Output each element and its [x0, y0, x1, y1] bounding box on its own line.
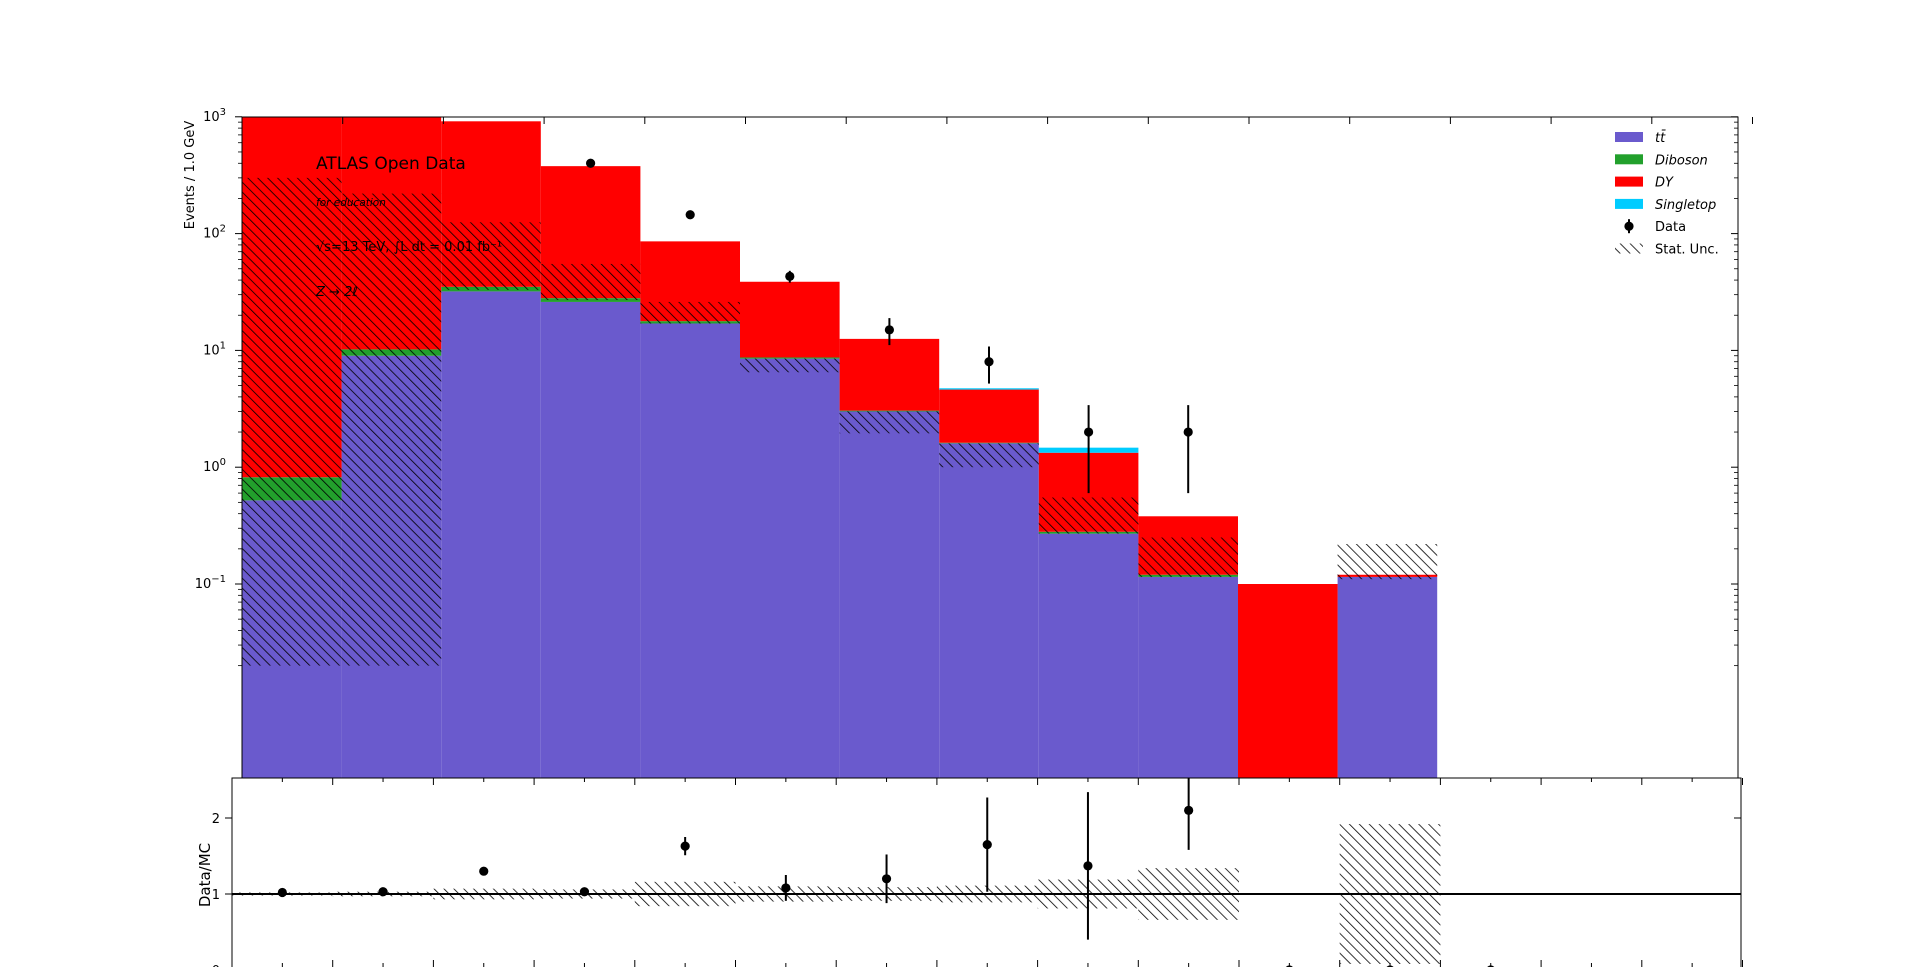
stat-unc-hatch-7 — [939, 443, 1039, 468]
main-panel: 10−1 100 101 102 103 Events / 1.0 GeV ATLAS … — [183, 20, 1753, 779]
legend-diboson-swatch — [1615, 154, 1643, 165]
stat-unc-hatch-2 — [441, 222, 541, 290]
bar-diboson-7 — [939, 442, 1039, 444]
legend-tt-label: tt̄ — [1655, 131, 1666, 146]
ratio-point-1 — [378, 887, 388, 897]
stat-unc-hatch-3 — [540, 263, 641, 301]
bar-tt-5 — [740, 358, 840, 778]
legend-data-label: Data — [1655, 220, 1686, 235]
bar-tt-11 — [1337, 576, 1438, 778]
legend-tt-swatch — [1615, 132, 1643, 142]
main-y-tick-label-3: 102 — [203, 224, 226, 242]
ratio-y-tick-label-0: 0 — [212, 964, 220, 967]
data-point-3 — [586, 158, 596, 168]
data-point-9 — [1183, 427, 1193, 437]
legend-statunc-swatch — [1615, 243, 1643, 254]
data-point-2 — [486, 105, 495, 114]
bar-singletop-7 — [939, 388, 1039, 390]
stat-unc-hatch-0 — [242, 177, 342, 666]
annotation-title: ATLAS Open Data — [316, 154, 466, 174]
stat-unc-hatch-5 — [740, 358, 840, 373]
main-y-tick-label-0: 10−1 — [195, 574, 226, 592]
ratio-y-tick-label-2: 2 — [212, 812, 220, 827]
bar-diboson-6 — [839, 410, 940, 412]
ratio-point-9 — [1184, 805, 1194, 816]
main-y-tick-label-1: 100 — [203, 457, 226, 475]
bar-diboson-5 — [740, 357, 840, 359]
annotation-energy: √s=13 TeV, ∫L dt = 0.01 fb⁻¹ — [316, 240, 502, 255]
bar-diboson-3 — [540, 298, 641, 302]
data-point-7 — [984, 357, 994, 367]
bar-tt-3 — [540, 301, 641, 778]
ratio-point-2 — [479, 866, 489, 876]
legend-dy-label: DY — [1655, 176, 1674, 191]
ratio-y-tick-label-1: 1 — [212, 888, 220, 903]
ratio-point-4 — [680, 841, 690, 851]
bar-dy-6 — [839, 338, 940, 411]
ratio-point-3 — [579, 887, 590, 897]
main-y-axis-label: Events / 1.0 GeV — [183, 121, 198, 230]
annotation-channel: Z → 2ℓ — [315, 285, 358, 300]
ratio-y-axis: 0 1 2 — [212, 812, 1741, 967]
main-plot-area — [242, 20, 1438, 778]
bar-dy-5 — [740, 281, 840, 358]
ratio-axes-frame — [231, 777, 1742, 967]
ratio-y-axis-label: Data/MC — [196, 843, 214, 907]
annotation: ATLAS Open Data for education √s=13 TeV,… — [315, 154, 502, 300]
legend-diboson-label: Diboson — [1655, 153, 1708, 168]
ratio-x-ticks — [231, 778, 1743, 967]
data-point-8 — [1084, 427, 1094, 437]
bar-dy-10 — [1238, 584, 1338, 778]
ratio-point-5 — [781, 883, 791, 893]
bar-tt-6 — [839, 411, 940, 778]
data-point-1 — [387, 56, 396, 65]
ratio-point-8 — [1083, 861, 1093, 871]
stat-unc-hatch-4 — [640, 301, 740, 324]
stat-unc-hatch-11 — [1337, 544, 1438, 580]
legend: tt̄ Diboson DY Singletop Data Stat. Unc. — [1615, 131, 1719, 258]
data-point-6 — [884, 325, 895, 335]
bar-tt-4 — [640, 323, 740, 778]
main-x-ticks — [241, 117, 1753, 124]
ratio-point-7 — [982, 840, 992, 850]
bar-tt-9 — [1138, 576, 1238, 778]
stat-unc-hatch-8 — [1038, 497, 1139, 534]
legend-data-marker — [1624, 221, 1634, 231]
main-y-tick-label-4: 103 — [203, 107, 226, 125]
annotation-subtitle: for education — [316, 197, 386, 209]
stat-unc-hatch-1 — [341, 193, 442, 666]
legend-dy-swatch — [1615, 176, 1643, 187]
legend-singletop-swatch — [1615, 198, 1643, 209]
legend-statunc-label: Stat. Unc. — [1655, 243, 1719, 258]
bar-tt-7 — [939, 443, 1039, 778]
stat-unc-hatch-6 — [839, 411, 940, 434]
data-point-4 — [685, 210, 695, 220]
data-point-5 — [785, 271, 795, 282]
main-y-tick-label-2: 101 — [203, 340, 226, 358]
ratio-point-0 — [277, 887, 287, 898]
ratio-panel: 0 1 2 Data/MC — [196, 777, 1743, 967]
bar-tt-8 — [1038, 533, 1139, 778]
data-point-0 — [287, 20, 296, 29]
bar-tt-2 — [441, 291, 541, 778]
ratio-plot-area — [232, 778, 1741, 967]
stat-unc-hatch-9 — [1138, 537, 1238, 577]
bar-dy-7 — [939, 389, 1039, 443]
ratio-point-6 — [881, 874, 892, 884]
legend-singletop-label: Singletop — [1655, 198, 1716, 213]
